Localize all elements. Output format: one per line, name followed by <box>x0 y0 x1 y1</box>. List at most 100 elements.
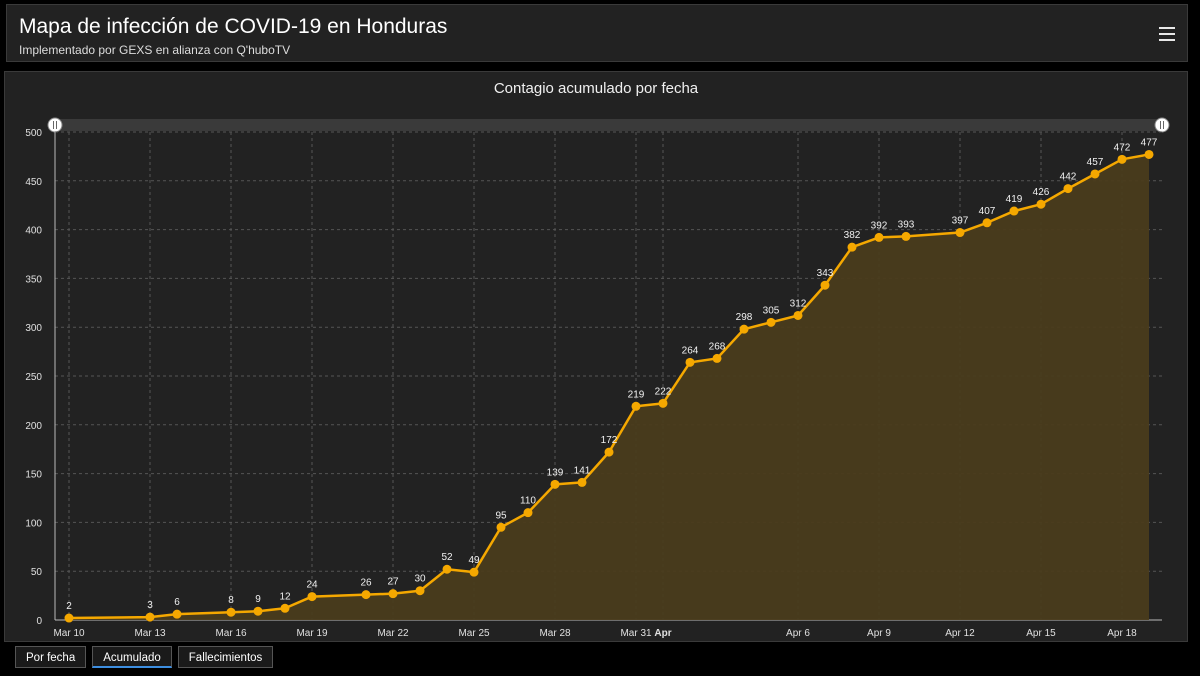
data-point <box>172 609 182 619</box>
y-tick-label: 0 <box>36 616 42 627</box>
data-point <box>1063 184 1073 194</box>
data-point <box>388 589 398 599</box>
data-point <box>901 231 911 241</box>
data-point <box>415 586 425 596</box>
data-label: 6 <box>174 597 180 608</box>
data-label: 141 <box>574 465 591 476</box>
data-label: 393 <box>898 219 915 230</box>
x-tick-label: Mar 28 <box>539 628 571 639</box>
scrollbar-end-handle <box>1154 117 1170 133</box>
data-point <box>955 228 965 238</box>
data-label: 268 <box>709 341 726 352</box>
data-point <box>1144 149 1154 159</box>
data-label: 219 <box>628 389 645 400</box>
data-label: 49 <box>468 555 480 566</box>
data-point <box>820 280 830 290</box>
tab-por-fecha[interactable]: Por fecha <box>15 646 87 668</box>
data-label: 12 <box>279 591 291 602</box>
data-label: 312 <box>790 298 807 309</box>
tab-fallecimientos[interactable]: Fallecimientos <box>177 646 274 668</box>
data-label: 298 <box>736 312 753 323</box>
data-label: 110 <box>520 496 536 507</box>
data-label: 26 <box>360 578 372 589</box>
x-tick-label: Apr 15 <box>1026 628 1056 639</box>
data-point <box>64 613 74 623</box>
data-label: 457 <box>1087 157 1104 168</box>
y-tick-label: 450 <box>25 177 42 188</box>
data-label: 472 <box>1114 142 1131 153</box>
y-tick-label: 500 <box>25 128 42 139</box>
y-tick-label: 350 <box>25 274 42 285</box>
data-label: 264 <box>682 345 699 356</box>
data-point <box>658 398 668 408</box>
data-label: 139 <box>547 467 564 478</box>
data-point <box>1036 199 1046 209</box>
range-scrollbar <box>55 119 1162 131</box>
data-point <box>253 606 263 616</box>
data-point <box>685 357 695 367</box>
x-tick-label: Mar 25 <box>458 628 490 639</box>
data-point <box>577 477 587 487</box>
x-tick-label: Mar 16 <box>215 628 247 639</box>
x-tick-label: Apr <box>654 628 671 639</box>
x-tick-label: Mar 10 <box>53 628 85 639</box>
app-header: Mapa de infección de COVID-19 en Hondura… <box>6 4 1188 62</box>
series-line <box>68 153 1150 620</box>
x-tick-label: Apr 6 <box>786 628 810 639</box>
cumulative-cases-chart: Contagio acumulado por fecha 0 50 100 150 200… <box>25 80 1170 639</box>
y-tick-label: 300 <box>25 323 42 334</box>
page-subtitle: Implementado por GEXS en alianza con Q'h… <box>19 43 291 57</box>
data-point <box>442 564 452 574</box>
data-label: 305 <box>763 305 780 316</box>
chart-panel: Contagio acumulado por fecha 0 50 100 150 200… <box>4 71 1188 642</box>
data-point <box>523 508 533 518</box>
data-point <box>361 590 371 600</box>
x-tick-label: Mar 13 <box>134 628 166 639</box>
data-label: 52 <box>441 552 453 563</box>
x-tick-label: Apr 18 <box>1107 628 1137 639</box>
x-tick-label: Mar 22 <box>377 628 409 639</box>
data-point <box>766 317 776 327</box>
data-label: 172 <box>601 435 618 446</box>
y-tick-label: 250 <box>25 372 42 383</box>
chart-title: Contagio acumulado por fecha <box>494 80 699 97</box>
page-title: Mapa de infección de COVID-19 en Hondura… <box>19 15 448 38</box>
data-point <box>226 607 236 617</box>
data-point <box>280 603 290 613</box>
hamburger-menu-icon[interactable] <box>1155 23 1181 45</box>
y-tick-label: 100 <box>25 518 42 529</box>
y-tick-label: 400 <box>25 226 42 237</box>
data-label: 222 <box>655 386 672 397</box>
data-label: 442 <box>1060 172 1077 183</box>
data-point <box>496 522 506 532</box>
data-label: 3 <box>147 600 153 611</box>
data-label: 9 <box>255 594 261 605</box>
data-point <box>793 310 803 320</box>
data-point <box>550 479 560 489</box>
data-point <box>874 232 884 242</box>
data-point <box>631 401 641 411</box>
data-point <box>145 612 155 622</box>
data-label: 419 <box>1006 194 1023 205</box>
data-label: 397 <box>952 216 969 227</box>
tab-acumulado[interactable]: Acumulado <box>92 646 172 668</box>
data-label: 27 <box>387 577 399 588</box>
data-point <box>604 447 614 457</box>
data-point <box>739 324 749 334</box>
data-label: 343 <box>817 268 834 279</box>
data-label: 477 <box>1141 137 1158 148</box>
data-label: 2 <box>66 601 72 612</box>
data-point <box>469 567 479 577</box>
data-point <box>982 218 992 228</box>
data-point <box>307 592 317 602</box>
data-point <box>712 353 722 363</box>
data-point <box>1090 169 1100 179</box>
data-label: 382 <box>844 230 861 241</box>
x-tick-label: Mar 19 <box>296 628 328 639</box>
x-tick-label: Mar 31 <box>620 628 652 639</box>
data-label: 95 <box>495 510 507 521</box>
data-label: 407 <box>979 206 996 217</box>
x-tick-label: Apr 12 <box>945 628 975 639</box>
data-label: 8 <box>228 595 234 606</box>
data-label: 24 <box>306 580 318 591</box>
